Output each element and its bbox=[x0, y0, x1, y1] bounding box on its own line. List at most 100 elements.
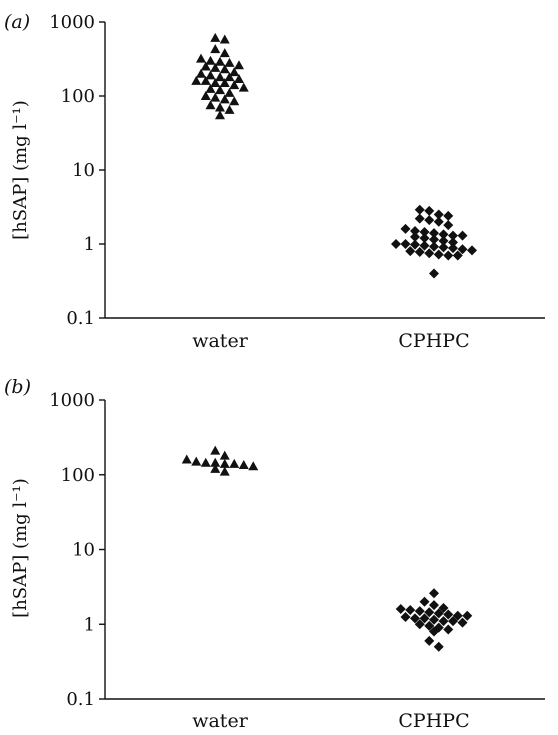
data-point-diamond bbox=[429, 268, 439, 279]
data-point-triangle bbox=[229, 458, 240, 468]
data-point-diamond bbox=[433, 249, 444, 260]
y-axis-label: [hSAP] (mg l⁻¹) bbox=[10, 100, 31, 240]
data-point-diamond bbox=[452, 250, 463, 261]
data-point-triangle bbox=[181, 454, 192, 464]
data-point-triangle bbox=[215, 110, 225, 120]
data-point-diamond bbox=[457, 244, 468, 255]
y-tick-label: 1 bbox=[84, 614, 95, 635]
data-point-triangle bbox=[210, 457, 221, 467]
y-tick-label: 0.1 bbox=[66, 308, 95, 329]
data-point-triangle bbox=[215, 85, 225, 95]
data-point-triangle bbox=[219, 94, 230, 104]
data-point-diamond bbox=[438, 235, 449, 246]
data-point-diamond bbox=[419, 233, 430, 244]
data-point-triangle bbox=[229, 96, 240, 106]
x-category-label: CPHPC bbox=[398, 330, 469, 352]
data-point-triangle bbox=[196, 53, 206, 63]
x-category-label: water bbox=[192, 330, 248, 352]
data-point-diamond bbox=[443, 220, 454, 231]
data-point-diamond bbox=[410, 225, 420, 236]
data-point-diamond bbox=[433, 641, 444, 652]
data-point-diamond bbox=[395, 603, 406, 614]
data-point-triangle bbox=[234, 60, 244, 70]
data-point-triangle bbox=[210, 44, 221, 54]
data-point-triangle bbox=[191, 456, 202, 466]
data-point-diamond bbox=[433, 216, 444, 227]
data-point-triangle bbox=[224, 57, 235, 67]
data-point-triangle bbox=[196, 68, 206, 78]
y-ticks: 1000 100 10 1 0.1 bbox=[49, 12, 105, 329]
y-tick-label: 1000 bbox=[49, 12, 95, 33]
data-point-diamond bbox=[457, 230, 468, 241]
data-point-diamond bbox=[400, 239, 411, 249]
data-point-diamond bbox=[424, 205, 435, 216]
data-point-diamond bbox=[448, 230, 458, 241]
y-ticks: 1000 100 10 1 0.1 bbox=[49, 390, 105, 710]
data-point-triangle bbox=[238, 82, 249, 92]
data-point-diamond bbox=[405, 246, 416, 257]
data-point-diamond bbox=[443, 250, 454, 261]
data-point-triangle bbox=[224, 104, 235, 114]
data-point-diamond bbox=[429, 588, 439, 599]
data-point-triangle bbox=[219, 34, 230, 44]
data-point-triangle bbox=[219, 48, 230, 58]
data-point-triangle bbox=[238, 460, 249, 470]
data-point-triangle bbox=[219, 458, 230, 468]
data-point-triangle bbox=[219, 450, 230, 460]
data-point-diamond bbox=[400, 223, 411, 234]
y-tick-label: 100 bbox=[61, 465, 95, 486]
data-point-diamond bbox=[419, 227, 430, 238]
data-point-triangle bbox=[219, 466, 230, 476]
data-point-diamond bbox=[457, 617, 468, 628]
data-point-diamond bbox=[424, 620, 435, 631]
y-tick-label: 1000 bbox=[49, 390, 95, 411]
panel-label: (b) bbox=[4, 376, 31, 398]
data-point-triangle bbox=[215, 56, 225, 66]
data-point-diamond bbox=[419, 240, 430, 251]
data-point-triangle bbox=[210, 92, 221, 102]
data-point-triangle bbox=[224, 72, 235, 82]
x-category-label: CPHPC bbox=[398, 710, 469, 732]
y-tick-label: 100 bbox=[61, 86, 95, 107]
data-point-triangle bbox=[205, 83, 216, 93]
data-point-diamond bbox=[410, 613, 420, 624]
data-point-triangle bbox=[215, 72, 225, 82]
y-tick-label: 10 bbox=[72, 160, 95, 181]
data-point-diamond bbox=[419, 613, 430, 624]
data-point-diamond bbox=[448, 616, 458, 627]
data-point-diamond bbox=[438, 242, 449, 253]
data-point-triangle bbox=[205, 70, 216, 80]
data-point-diamond bbox=[443, 609, 454, 620]
data-point-triangle bbox=[210, 32, 221, 42]
panel-label: (a) bbox=[4, 11, 30, 33]
data-point-triangle bbox=[215, 102, 225, 112]
data-point-triangle bbox=[229, 67, 240, 77]
data-point-triangle bbox=[229, 80, 240, 90]
data-point-diamond bbox=[400, 612, 411, 623]
data-point-diamond bbox=[429, 234, 439, 245]
data-point-triangle bbox=[248, 461, 259, 471]
data-point-diamond bbox=[429, 600, 439, 611]
data-point-triangle bbox=[200, 61, 211, 71]
data-point-diamond bbox=[424, 635, 435, 646]
data-points bbox=[181, 445, 473, 652]
data-point-diamond bbox=[414, 213, 425, 224]
data-point-triangle bbox=[205, 100, 216, 110]
data-point-diamond bbox=[429, 228, 439, 239]
data-point-diamond bbox=[414, 606, 425, 617]
data-point-triangle bbox=[210, 77, 221, 87]
data-point-diamond bbox=[452, 610, 463, 621]
data-point-triangle bbox=[191, 75, 202, 85]
data-point-diamond bbox=[448, 243, 458, 254]
data-point-triangle bbox=[200, 75, 211, 85]
data-point-diamond bbox=[410, 239, 420, 250]
data-point-triangle bbox=[219, 77, 230, 87]
data-point-triangle bbox=[224, 87, 235, 97]
data-point-diamond bbox=[424, 215, 435, 226]
data-point-diamond bbox=[438, 229, 449, 240]
data-point-diamond bbox=[414, 619, 425, 630]
data-point-diamond bbox=[433, 608, 444, 619]
